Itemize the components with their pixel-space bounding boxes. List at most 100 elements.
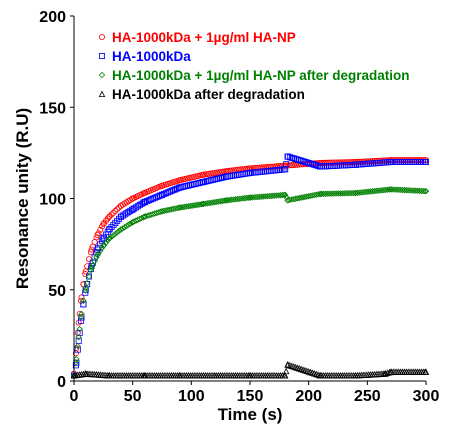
data-point <box>301 158 308 165</box>
data-point <box>110 209 117 216</box>
data-point <box>258 164 265 171</box>
data-point <box>123 222 130 230</box>
data-point <box>326 190 333 197</box>
data-point <box>288 154 295 161</box>
data-point <box>324 190 331 197</box>
data-point <box>217 175 224 182</box>
data-point <box>140 199 147 206</box>
data-point <box>264 164 271 171</box>
data-point <box>110 232 117 239</box>
data-point <box>158 182 165 189</box>
data-point <box>112 208 119 215</box>
data-point <box>303 159 310 166</box>
data-point <box>168 187 175 194</box>
data-point <box>284 361 291 368</box>
data-point <box>200 179 207 186</box>
legend: HA-1000kDa + 1µg/ml HA-NP HA-1000kDa HA-10… <box>98 30 410 102</box>
data-point <box>116 204 123 211</box>
data-point <box>266 163 273 170</box>
data-point <box>343 190 350 197</box>
data-point <box>387 158 394 165</box>
legend-marker <box>99 53 106 60</box>
data-point <box>164 189 171 196</box>
data-point <box>141 190 148 197</box>
legend-marker <box>98 71 106 79</box>
data-point <box>75 337 82 344</box>
data-point <box>141 199 148 206</box>
series-1 <box>71 157 429 377</box>
data-point <box>176 184 183 191</box>
data-point <box>106 213 113 220</box>
data-point <box>346 190 354 197</box>
data-point <box>82 284 89 292</box>
data-point <box>185 182 192 189</box>
data-point <box>147 196 154 203</box>
data-point <box>204 178 211 185</box>
data-point <box>256 164 263 171</box>
data-point <box>155 193 162 200</box>
data-point <box>281 372 289 379</box>
data-point <box>127 220 134 227</box>
data-point <box>176 372 183 379</box>
data-point <box>307 160 314 167</box>
x-axis-title: Time (s) <box>218 405 283 424</box>
data-point <box>100 221 107 228</box>
data-point <box>387 186 394 193</box>
data-point <box>76 326 83 333</box>
data-point <box>288 162 295 169</box>
series-layer <box>70 153 430 379</box>
data-point <box>317 372 324 379</box>
data-point <box>333 190 340 197</box>
data-point <box>125 221 132 229</box>
data-point <box>311 161 318 168</box>
data-point <box>87 249 94 256</box>
legend-entry: HA-1000kDa <box>99 49 191 64</box>
data-point <box>73 355 80 363</box>
data-point <box>300 158 307 165</box>
y-tick-label: 150 <box>39 100 66 117</box>
legend-label: HA-1000kDa <box>112 49 191 64</box>
data-point <box>260 164 267 171</box>
y-axis-title: Resonance unity (R.U) <box>13 108 32 289</box>
data-point <box>290 155 297 162</box>
data-point <box>290 161 297 168</box>
data-point <box>94 231 101 238</box>
data-point <box>104 237 111 244</box>
data-point <box>176 204 183 211</box>
data-point <box>294 156 301 163</box>
data-point <box>106 226 113 233</box>
data-point <box>117 213 124 220</box>
data-point <box>282 367 290 375</box>
data-point <box>219 174 226 181</box>
data-point <box>114 206 121 213</box>
data-point <box>277 163 284 170</box>
series-4 <box>70 361 430 379</box>
data-point <box>333 159 340 166</box>
data-point <box>268 163 275 170</box>
data-point <box>106 235 113 242</box>
data-point <box>94 251 101 259</box>
data-point <box>341 190 348 197</box>
data-point <box>161 190 168 197</box>
data-point <box>115 227 123 235</box>
legend-marker <box>99 34 106 41</box>
data-point <box>121 224 128 231</box>
data-point <box>284 197 291 204</box>
data-point <box>209 176 216 183</box>
data-point <box>102 239 110 246</box>
data-point <box>78 310 85 318</box>
data-point <box>141 213 148 220</box>
data-point <box>328 190 335 197</box>
y-tick-label: 200 <box>39 9 66 26</box>
data-point <box>187 182 194 189</box>
data-point <box>172 186 179 193</box>
data-point <box>158 208 166 215</box>
data-point <box>176 177 183 184</box>
x-tick-label: 300 <box>413 388 440 405</box>
data-point <box>208 177 215 184</box>
data-point <box>129 195 136 202</box>
data-point <box>158 191 165 198</box>
data-point <box>88 264 95 272</box>
